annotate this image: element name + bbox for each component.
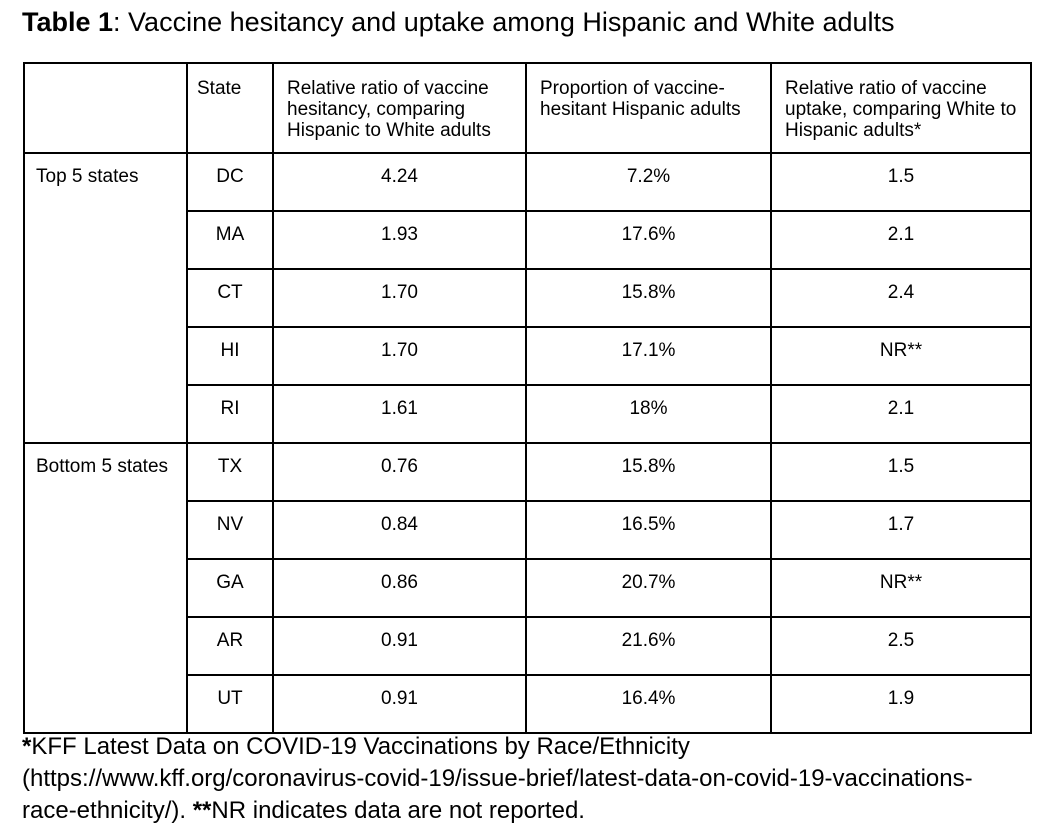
table-row: Top 5 states DC 4.24 7.2% 1.5 [23,152,1032,444]
hesitant-proportion-cell: 16.4% [525,674,772,734]
footnote-source-text: KFF Latest Data on COVID-19 Vaccinations… [31,733,690,760]
group-label-cell: Bottom 5 states [23,442,188,734]
table-row: UT 0.91 16.4% 1.9 [24,674,1032,734]
hesitancy-ratio-cell: 4.24 [272,152,527,212]
footnote-url-text: (https://www.kff.org/coronavirus-covid-1… [22,765,973,792]
hesitancy-ratio-cell: 0.91 [272,674,527,734]
state-cell: HI [186,326,274,386]
uptake-ratio-cell: 1.7 [770,500,1032,560]
uptake-ratio-cell: 2.1 [770,210,1032,270]
hesitancy-ratio-cell: 0.86 [272,558,527,618]
footnote: *KFF Latest Data on COVID-19 Vaccination… [22,731,973,827]
header-row: State Relative ratio of vaccine hesitanc… [23,62,1032,154]
table-row: MA 1.93 17.6% 2.1 [24,210,1032,270]
uptake-ratio-cell: NR** [770,558,1032,618]
hesitant-proportion-cell: 15.8% [525,268,772,328]
hesitant-proportion-cell: 17.6% [525,210,772,270]
state-cell: AR [186,616,274,676]
hesitancy-ratio-cell: 0.91 [272,616,527,676]
footnote-nr-text: NR indicates data are not reported. [211,797,585,824]
hesitant-proportion-cell: 15.8% [525,442,772,502]
footnote-line-3: race-ethnicity/). **NR indicates data ar… [22,795,973,827]
table-row: GA 0.86 20.7% NR** [24,558,1032,618]
uptake-ratio-cell: 1.9 [770,674,1032,734]
state-cell: NV [186,500,274,560]
table-row: NV 0.84 16.5% 1.7 [24,500,1032,560]
footnote-url-end-text: race-ethnicity/). [22,797,193,824]
footnote-asterisk: * [22,733,32,760]
state-cell: RI [186,384,274,444]
hesitancy-ratio-cell: 1.93 [272,210,527,270]
table-title: Table 1: Vaccine hesitancy and uptake am… [22,7,895,37]
header-state: State [186,62,274,154]
hesitancy-ratio-cell: 0.84 [272,500,527,560]
uptake-ratio-cell: 1.5 [770,152,1032,212]
header-hesitancy-ratio: Relative ratio of vaccine hesitancy, com… [272,62,527,154]
footnote-line-1: *KFF Latest Data on COVID-19 Vaccination… [22,731,973,763]
header-uptake-ratio: Relative ratio of vaccine uptake, compar… [770,62,1032,154]
hesitancy-ratio-cell: 0.76 [272,442,527,502]
table-title-text: : Vaccine hesitancy and uptake among His… [113,7,895,37]
state-cell: UT [186,674,274,734]
hesitant-proportion-cell: 20.7% [525,558,772,618]
table-row: RI 1.61 18% 2.1 [24,384,1032,444]
vaccine-hesitancy-table: State Relative ratio of vaccine hesitanc… [23,62,1032,734]
hesitancy-ratio-cell: 1.61 [272,384,527,444]
state-cell: CT [186,268,274,328]
hesitant-proportion-cell: 17.1% [525,326,772,386]
hesitancy-ratio-cell: 1.70 [272,326,527,386]
table-number-label: Table 1 [22,7,114,37]
state-cell: MA [186,210,274,270]
footnote-line-2: (https://www.kff.org/coronavirus-covid-1… [22,763,973,795]
header-empty-cell [23,62,188,154]
footnote-double-asterisk: ** [192,797,212,824]
state-cell: DC [186,152,274,212]
state-cell: GA [186,558,274,618]
table-row: Bottom 5 states TX 0.76 15.8% 1.5 [23,442,1032,734]
hesitant-proportion-cell: 21.6% [525,616,772,676]
group-label-cell: Top 5 states [23,152,188,444]
uptake-ratio-cell: 2.5 [770,616,1032,676]
hesitant-proportion-cell: 7.2% [525,152,772,212]
table-row: HI 1.70 17.1% NR** [24,326,1032,386]
hesitancy-ratio-cell: 1.70 [272,268,527,328]
uptake-ratio-cell: NR** [770,326,1032,386]
uptake-ratio-cell: 1.5 [770,442,1032,502]
state-cell: TX [186,442,274,502]
uptake-ratio-cell: 2.4 [770,268,1032,328]
table-row: CT 1.70 15.8% 2.4 [24,268,1032,328]
hesitant-proportion-cell: 16.5% [525,500,772,560]
hesitant-proportion-cell: 18% [525,384,772,444]
header-hesitant-proportion: Proportion of vaccine-hesitant Hispanic … [525,62,772,154]
uptake-ratio-cell: 2.1 [770,384,1032,444]
table-row: AR 0.91 21.6% 2.5 [24,616,1032,676]
